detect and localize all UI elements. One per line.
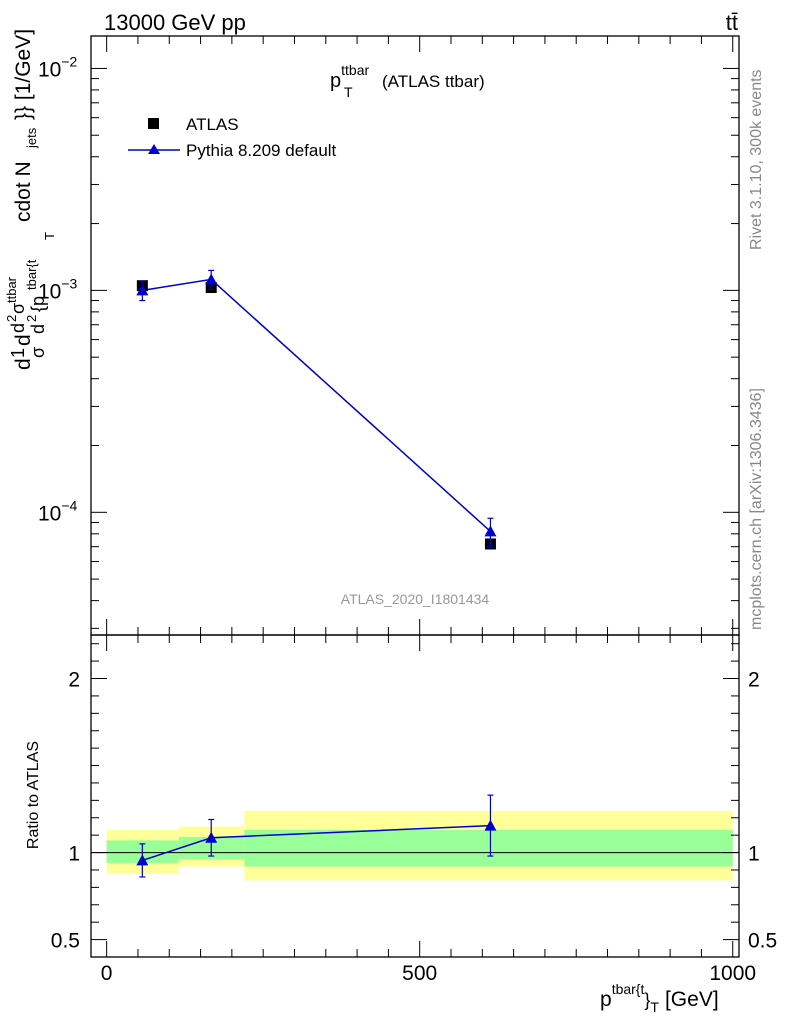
- legend-pythia-label: Pythia 8.209 default: [186, 141, 337, 160]
- ylabel-p6: 2: [4, 315, 19, 322]
- ratio-bands: [106, 810, 733, 881]
- ylabel-p5: d: [8, 323, 28, 333]
- y-tick-label: 10−2: [38, 53, 78, 81]
- ratio-y-tick-label: 0.5: [51, 930, 80, 953]
- y-tick-label-exponent: −4: [61, 497, 77, 513]
- y-tick-label-exponent: −2: [61, 53, 77, 69]
- x-tick-label: 500: [402, 962, 437, 985]
- ratio-panel: 0.5 0.5 1 1 2 2 0 500 1000 Ratio to ATLAS ptbar…: [25, 634, 777, 1015]
- energy-label: 13000 GeV pp: [104, 10, 246, 35]
- main-title-sup: ttbar: [341, 62, 369, 78]
- main-title: pttbar T (ATLAS ttbar): [330, 62, 485, 100]
- main-title-sub: T: [344, 84, 353, 100]
- x-tick-label: 1000: [709, 962, 756, 985]
- ratio-x-axis-label: ptbar{t}T [GeV]: [600, 981, 719, 1015]
- ylabel-p15: jets: [24, 127, 39, 149]
- ylabel-p3: σ: [28, 347, 48, 358]
- main-title-p: p: [330, 70, 341, 92]
- main-title-rest: (ATLAS ttbar): [382, 72, 485, 91]
- legend-atlas-marker: [148, 118, 159, 129]
- ratio-axis-ticks: [91, 635, 739, 958]
- ylabel-p16: }} [1/GeV]: [12, 29, 35, 120]
- ratio-y-tick-label-right: 1: [748, 843, 760, 866]
- ratio-y-tick-label: 2: [68, 669, 80, 692]
- main-panel: 10−210−310−4 pttbar T(ATLAS ttbar) ATLAS …: [4, 29, 740, 636]
- ylabel-p1: d: [12, 358, 35, 370]
- pythia-line: [142, 278, 491, 532]
- y-tick-label-exponent: −3: [61, 275, 77, 291]
- x-tick-label: 0: [101, 962, 113, 985]
- xlabel-p: p: [600, 988, 612, 1011]
- ylabel-p4: d: [12, 334, 35, 346]
- ratio-y-tick-labels: 0.5 0.5 1 1 2 2: [51, 669, 777, 953]
- pythia-point: [136, 284, 149, 296]
- pythia-point: [484, 525, 497, 537]
- y-tick-label: 10−4: [38, 497, 78, 525]
- ylabel-p11: {p: [28, 296, 48, 312]
- mcplots-label: mcplots.cern.ch [arXiv:1306.3436]: [748, 388, 765, 630]
- ratio-band-inner: [244, 829, 733, 867]
- ylabel-p7: σ: [8, 303, 28, 314]
- ylabel-p14: cdot N: [12, 161, 35, 222]
- ylabel-p13: T: [42, 232, 57, 240]
- watermark: ATLAS_2020_I1801434: [341, 591, 490, 607]
- y-tick-label-base: 10: [38, 280, 61, 303]
- main-y-tick-labels: 10−210−310−4: [38, 53, 78, 525]
- y-tick-label: 10−3: [38, 275, 78, 303]
- main-y-axis-label: d 1 σ d d 2 σ ttbar d 2 {p tbar{t T cdot…: [4, 29, 57, 370]
- ratio-y-tick-label: 1: [68, 843, 80, 866]
- ylabel-p10: 2: [24, 315, 39, 322]
- ratio-data-points: [136, 794, 497, 878]
- legend-atlas-label: ATLAS: [186, 115, 239, 134]
- y-tick-label-base: 10: [38, 502, 61, 525]
- legend-pythia-marker: [148, 144, 160, 154]
- main-data-points: [136, 269, 497, 550]
- ratio-y-tick-label-right: 2: [748, 669, 760, 692]
- ratio-frame: [90, 634, 740, 958]
- ratio-y-tick-label-right: 0.5: [748, 930, 777, 953]
- ratio-y-axis-label: Ratio to ATLAS: [25, 741, 42, 849]
- ylabel-p12: tbar{t: [24, 259, 39, 290]
- ylabel-p8: ttbar: [4, 276, 19, 303]
- ratio-x-tick-labels: 0 500 1000: [101, 962, 756, 985]
- y-tick-label-base: 10: [38, 58, 61, 81]
- xlabel-sup: tbar{t: [612, 981, 645, 997]
- legend: ATLAS Pythia 8.209 default: [128, 115, 337, 160]
- xlabel-unit: [GeV]: [665, 988, 719, 1011]
- main-axis-ticks: [91, 36, 739, 635]
- process-label: tt̄: [726, 10, 738, 35]
- ylabel-p2: 1: [8, 348, 28, 358]
- ratio-pythia-point: [205, 831, 218, 843]
- xlabel-close: }: [644, 990, 650, 1010]
- xlabel-sub: T: [650, 999, 659, 1015]
- ylabel-p9: d: [28, 324, 48, 334]
- ratio-pythia-point: [136, 854, 149, 866]
- rivet-label: Rivet 3.1.10, 300k events: [748, 69, 765, 250]
- ratio-pythia-point: [484, 819, 497, 831]
- pythia-point: [205, 273, 218, 285]
